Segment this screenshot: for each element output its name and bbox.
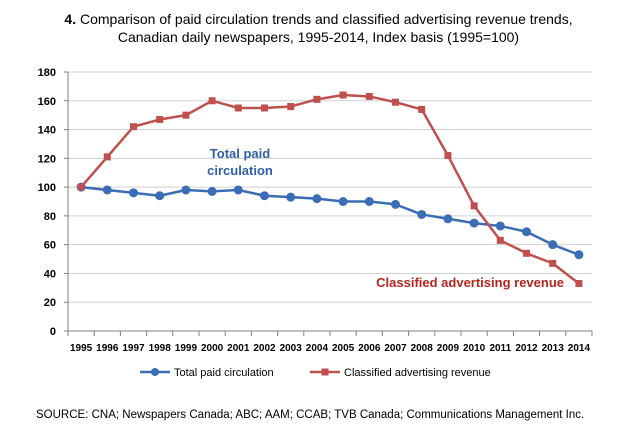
point-circulation-1998 — [155, 191, 165, 201]
y-tick-label-20: 20 — [44, 297, 56, 309]
legend: Total paid circulation Classified advert… — [140, 367, 491, 379]
x-tick-label-2012: 2012 — [515, 343, 538, 354]
x-tick-label-2014: 2014 — [568, 343, 591, 354]
x-tick-label-2008: 2008 — [411, 343, 434, 354]
point-classified-2004 — [313, 95, 321, 103]
x-tick-label-2000: 2000 — [201, 343, 224, 354]
point-classified-1998 — [156, 115, 164, 123]
point-classified-2010 — [470, 202, 478, 210]
x-tick-label-2006: 2006 — [358, 343, 381, 354]
point-classified-2012 — [523, 249, 530, 257]
legend-item-circulation: Total paid circulation — [140, 367, 274, 379]
point-classified-1997 — [130, 123, 137, 131]
x-tick-label-2011: 2011 — [489, 343, 511, 354]
x-tick-label-1995: 1995 — [70, 343, 93, 354]
y-tick-label-0: 0 — [50, 326, 56, 338]
point-classified-1996 — [103, 153, 111, 161]
point-circulation-2012 — [522, 227, 531, 237]
x-tick-label-2009: 2009 — [437, 343, 460, 354]
x-tick-label-2001: 2001 — [227, 343, 250, 354]
y-tick-label-160: 160 — [38, 96, 56, 108]
annotation-circulation-line2: circulation — [207, 163, 273, 178]
x-tick-label-2005: 2005 — [332, 343, 355, 354]
point-classified-1995 — [77, 183, 85, 191]
x-tick-labels: 1995 1996 1997 1998 1999 2000 2001 2002 2003 2004… — [70, 343, 590, 354]
point-classified-2005 — [339, 91, 347, 99]
series-annotations: Total paid circulation Classified advert… — [207, 146, 564, 290]
point-circulation-1997 — [129, 188, 138, 198]
y-tick-label-180: 180 — [38, 67, 56, 79]
annotation-circulation-line1: Total paid — [210, 146, 270, 161]
point-classified-2013 — [549, 259, 557, 267]
x-tick-label-2004: 2004 — [306, 343, 329, 354]
x-tick-label-2003: 2003 — [280, 343, 303, 354]
x-tick-label-2002: 2002 — [253, 343, 276, 354]
point-circulation-2013 — [548, 240, 558, 250]
series-circulation — [76, 182, 584, 260]
y-tick-label-80: 80 — [44, 211, 56, 223]
point-classified-2009 — [444, 151, 452, 159]
legend-label-circulation: Total paid circulation — [174, 367, 274, 379]
series-line-classified — [80, 93, 580, 285]
gridlines — [68, 71, 592, 303]
point-circulation-1996 — [102, 185, 112, 195]
point-circulation-2001 — [233, 185, 243, 195]
point-circulation-2000 — [207, 186, 217, 196]
x-tick-label-2013: 2013 — [542, 343, 565, 354]
point-circulation-2003 — [286, 192, 296, 202]
point-classified-2014 — [575, 280, 583, 288]
point-circulation-2008 — [417, 209, 427, 219]
point-circulation-2014 — [574, 250, 584, 260]
x-tick-label-1997: 1997 — [122, 343, 145, 354]
x-tick-label-1999: 1999 — [175, 343, 198, 354]
figure-number: 4. — [64, 11, 77, 27]
x-tick-label-2010: 2010 — [463, 343, 486, 354]
annotation-classified: Classified advertising revenue — [376, 275, 564, 290]
point-classified-2002 — [261, 104, 268, 112]
point-circulation-1999 — [181, 185, 191, 195]
series-group — [76, 91, 584, 288]
y-tick-labels: 0 20 40 60 80 100 120 140 160 180 — [38, 67, 56, 338]
y-tick-label-40: 40 — [44, 268, 56, 280]
point-classified-2007 — [392, 98, 399, 106]
point-classified-2000 — [208, 97, 216, 105]
axes — [64, 71, 593, 336]
point-circulation-2006 — [364, 197, 374, 206]
point-classified-1999 — [182, 111, 190, 119]
chart-title-line2: Canadian daily newspapers, 1995-2014, In… — [117, 29, 520, 45]
legend-item-classified: Classified advertising revenue — [310, 367, 491, 379]
y-tick-label-60: 60 — [44, 240, 56, 252]
point-classified-2008 — [418, 105, 426, 113]
legend-label-classified: Classified advertising revenue — [344, 367, 491, 379]
point-circulation-2007 — [391, 199, 400, 209]
source-note: SOURCE: CNA; Newspapers Canada; ABC; AAM… — [36, 409, 585, 421]
chart-title-line1: 4. Comparison of paid circulation trends… — [0, 10, 637, 28]
point-classified-2006 — [365, 92, 373, 100]
x-tick-label-1996: 1996 — [96, 343, 119, 354]
y-tick-label-120: 120 — [38, 153, 56, 165]
point-classified-2011 — [496, 236, 504, 244]
title-text-line1: Comparison of paid circulation trends an… — [79, 11, 573, 27]
y-tick-label-140: 140 — [38, 125, 56, 137]
point-circulation-2004 — [312, 194, 322, 204]
legend-marker-circulation — [151, 368, 159, 376]
point-circulation-2002 — [260, 191, 269, 201]
legend-marker-classified — [321, 368, 329, 376]
chart-title: 4. Comparison of paid circulation trends… — [0, 10, 637, 46]
x-tick-label-2007: 2007 — [384, 343, 407, 354]
point-classified-2003 — [287, 103, 295, 111]
point-circulation-2011 — [495, 221, 505, 231]
x-tick-label-1998: 1998 — [149, 343, 172, 354]
y-tick-label-100: 100 — [38, 182, 56, 194]
point-circulation-2009 — [443, 214, 453, 224]
point-circulation-2005 — [338, 197, 348, 206]
point-circulation-2010 — [469, 218, 479, 228]
point-classified-2001 — [234, 104, 242, 112]
series-classified — [77, 91, 583, 288]
